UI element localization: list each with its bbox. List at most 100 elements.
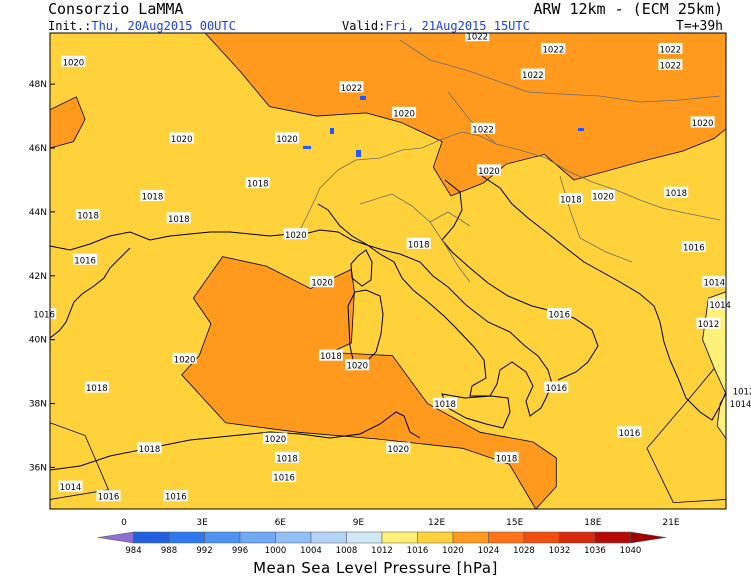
lon-label: 9E: [353, 518, 365, 528]
isobar-label: 1022: [658, 42, 683, 55]
colorbar-level-label: 1004: [300, 546, 322, 556]
isobar-label: 1018: [318, 349, 343, 362]
valid-value: Fri, 21Aug2015 15UTC: [385, 19, 530, 33]
isobar-label-bg: [275, 451, 300, 463]
valid-label: Valid:: [342, 19, 386, 33]
isobar-label-bg: [283, 228, 308, 240]
colorbar-swatch: [168, 531, 205, 544]
map-frame: [49, 32, 727, 510]
balkan-coastline: [481, 175, 726, 421]
isobar-label-text: 1018: [77, 212, 99, 222]
isobar-label: 1022: [471, 122, 496, 135]
isobar-label: 1020: [392, 106, 417, 119]
isobar-label-text: 1016: [619, 429, 641, 439]
isobar-label: 1018: [275, 451, 300, 464]
isobar-label-bg: [169, 132, 194, 144]
lake-como: [330, 128, 334, 134]
lon-label: 18E: [584, 518, 601, 528]
colorbar-level-label: 1008: [336, 546, 358, 556]
colorbar-swatch: [630, 531, 667, 544]
isobar-label-bg: [476, 164, 501, 176]
isobar-label: 1016: [32, 308, 57, 321]
isobar-label-text: 1016: [545, 384, 567, 394]
isobar-label: 1020: [275, 132, 300, 145]
isobar-label-text: 1022: [466, 33, 488, 43]
country-borders: [299, 39, 721, 283]
isobar-label-bg: [345, 359, 370, 371]
isobar-label-bg: [163, 490, 188, 502]
isobar-label-text: 1016: [273, 474, 295, 484]
isobar-label-bg: [58, 480, 83, 492]
isobar-label-text: 1016: [74, 256, 96, 266]
isobar-label: 1016: [617, 426, 642, 439]
lat-label: 40N: [29, 336, 47, 346]
isobar-label: 1016: [163, 490, 188, 503]
isobar-label: 1022: [339, 81, 364, 94]
isobar-label: 1020: [386, 442, 411, 455]
isobar-label: 1020: [263, 432, 288, 445]
isobar-label-text: 1020: [285, 231, 307, 241]
sardinia-coastline: [347, 289, 384, 365]
organization-title: Consorzio LaMMA: [48, 0, 184, 18]
isobar-label-text: 1016: [548, 311, 570, 321]
isobar-label-bg: [544, 381, 569, 393]
colorbar-swatch: [97, 531, 134, 544]
pressure-regions: [50, 33, 726, 509]
italy-internal-regions: [359, 193, 471, 283]
isobar-label-bg: [73, 253, 98, 265]
lake-geneva: [303, 146, 311, 149]
colorbar-level-label: 1040: [620, 546, 642, 556]
isobar-label-text: 1020: [174, 355, 196, 365]
isobar-label: 1016: [272, 471, 297, 484]
lon-label: 0: [121, 518, 127, 528]
isobar-label: 1018: [137, 442, 162, 455]
isobar-label-bg: [172, 352, 197, 364]
isobar-label-bg: [465, 30, 490, 42]
lon-label: 12E: [428, 518, 445, 528]
isobar-label: 1022: [465, 30, 490, 43]
colorbar-title: Mean Sea Level Pressure [hPa]: [253, 559, 498, 577]
isobar-label-text: 1022: [472, 125, 494, 135]
init-time: Init.:Thu, 20Aug2015 00UTC: [48, 19, 236, 33]
isobar-label-bg: [728, 397, 751, 409]
isobar-label: 1020: [61, 55, 86, 68]
isobar-label-text: 1020: [393, 109, 415, 119]
lat-label: 36N: [29, 463, 47, 473]
pressure-region-1012: [702, 291, 726, 395]
isobar-label-bg: [520, 68, 545, 80]
isobar-label-text: 1022: [660, 61, 682, 71]
isobar-label-text: 1022: [660, 45, 682, 55]
north-africa-coastline: [50, 411, 421, 471]
isobar-label-text: 1018: [665, 189, 687, 199]
isobar-label-bg: [690, 116, 715, 128]
isobar-label-text: 1016: [98, 493, 120, 503]
isobar-label-text: 1014: [730, 400, 751, 410]
isobar-label-bg: [558, 193, 583, 205]
isobar-label-text: 1020: [171, 135, 193, 145]
colorbar-level-label: 1020: [442, 546, 464, 556]
isobar-label: 1020: [283, 228, 308, 241]
isobar-label: 1012: [696, 317, 721, 330]
isobar-label-text: 1020: [692, 119, 714, 129]
isobar-label: 1016: [96, 490, 121, 503]
isobar-label-bg: [541, 42, 566, 54]
colorbar-swatch: [239, 531, 276, 544]
colorbar-level-label: 988: [161, 546, 177, 556]
isobar-label-bg: [702, 276, 727, 288]
isobar-label-bg: [76, 209, 101, 221]
isobar-label-text: 1018: [139, 445, 161, 455]
init-label: Init.:: [48, 19, 92, 33]
isobar-label-text: 1018: [496, 454, 518, 464]
isobar-label-text: 1022: [341, 84, 363, 94]
isobar-label: 1020: [476, 164, 501, 177]
isobar-label: 1018: [558, 193, 583, 206]
colorbar-swatch: [381, 531, 418, 544]
colorbar-level-label: 1012: [371, 546, 393, 556]
isobar-label: 1018: [494, 451, 519, 464]
isobar-label-text: 1020: [478, 167, 500, 177]
colorbar-level-label: 1032: [549, 546, 571, 556]
colorbar-swatch: [452, 531, 489, 544]
isobar-label-text: 1020: [265, 435, 287, 445]
lat-label: 42N: [29, 272, 47, 282]
